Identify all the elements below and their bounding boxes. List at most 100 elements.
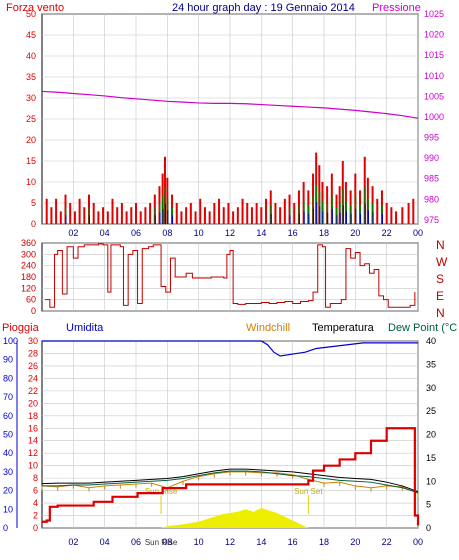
rain-y-tick-label: 20 [28,398,38,408]
wind-bar [144,207,147,224]
humidity-y-tick-label: 80 [3,373,13,383]
wind-bar [55,198,58,224]
pressure-line [41,90,419,119]
humidity-y-tick-label: 30 [3,467,13,477]
windchill-series-label: Windchill [246,322,290,334]
climate-x-tick-label: 12 [225,537,235,547]
climate-x-tick-label: 06 [131,537,141,547]
wind-bar [199,198,202,224]
wind-min-bar [159,212,161,224]
temp-y-tick-label: 30 [426,383,436,393]
wind-y-tick-label: 40 [26,51,36,61]
pressure-y-tick-label: 990 [424,153,439,163]
temp-y-tick-label: 35 [426,359,436,369]
direction-y-tick-label: 240 [21,261,36,271]
wind-bar [149,203,152,224]
sun-event-label: Sun Set [294,487,323,496]
pressure-y-tick-label: 1015 [424,50,444,60]
wind-bar [250,207,253,224]
wind-min-bar [345,211,347,224]
rain-y-tick-label: 10 [28,461,38,471]
humidity-y-tick-label: 60 [3,411,13,421]
wind-bar [69,203,72,224]
wind-bar [189,203,192,224]
climate-panel-marks: 0246810121416182022242628300102030405060… [3,336,436,547]
wind-bar [213,203,216,224]
wind-bar [407,203,410,224]
wind-y-tick-label: 0 [31,219,36,229]
wind-y-tick-label: 10 [26,177,36,187]
pressure-series-label: Pressione [372,2,421,14]
pressure-y-tick-label: 1025 [424,9,444,19]
wind-bar [59,211,62,224]
compass-label: S [436,272,444,286]
wind-bar [111,198,114,224]
temp-y-tick-label: 5 [426,500,431,510]
wind-y-tick-label: 25 [26,114,36,124]
wind-bar [265,198,268,224]
wind-min-bar [364,203,366,224]
wind-bar [97,211,100,224]
wind-bar [130,207,133,224]
rain-y-tick-label: 6 [33,486,38,496]
wind-min-bar [89,215,90,224]
pressure-y-tick-label: 1010 [424,71,444,81]
wind-x-tick-label: 14 [256,228,266,238]
wind-x-tick-label: 08 [162,228,172,238]
climate-x-tick-label: 22 [382,537,392,547]
rain-y-tick-label: 22 [28,386,38,396]
wind-x-tick-label: 02 [68,228,78,238]
humidity-y-tick-label: 90 [3,355,13,365]
wind-min-bar [360,213,362,224]
temp-y-tick-label: 0 [426,523,431,533]
wind-bar [194,211,197,224]
wind-y-tick-label: 30 [26,93,36,103]
humidity-y-tick-label: 70 [3,392,13,402]
temp-y-tick-label: 15 [426,453,436,463]
wind-bar [218,198,221,224]
pressure-y-tick-label: 995 [424,133,439,143]
wind-y-tick-label: 5 [31,198,36,208]
direction-y-tick-label: 0 [31,306,36,316]
rain-y-tick-label: 2 [33,511,38,521]
wind-bar [175,203,178,224]
wind-panel-grid [42,13,419,225]
rain-y-tick-label: 12 [28,448,38,458]
wind-min-bar [367,210,369,224]
humidity-y-tick-label: 40 [3,448,13,458]
wind-min-bar [372,212,374,224]
wind-x-tick-label: 04 [100,228,110,238]
direction-y-tick-label: 120 [21,283,36,293]
wind-bar [241,198,244,224]
wind-min-bar [331,208,333,224]
rain-y-tick-label: 4 [33,498,38,508]
compass-label: N [436,306,445,320]
wind-bar [102,207,105,224]
humidity-y-tick-label: 10 [3,504,13,514]
pressure-y-tick-label: 1000 [424,112,444,122]
wind-bar [83,207,86,224]
wind-bar [260,207,263,224]
wind-x-tick-label: 12 [225,228,235,238]
wind-bar [222,207,225,224]
wind-bar [180,211,183,224]
wind-min-bar [270,213,272,224]
rain-series-label: Pioggia [2,322,40,334]
wind-x-tick-label: 10 [194,228,204,238]
wind-min-bar [342,205,344,224]
temp-y-tick-label: 10 [426,476,436,486]
wind-bar [45,198,48,224]
wind-min-bar [162,208,164,224]
climate-x-tick-label: 02 [68,537,78,547]
wind-bar [120,203,123,224]
wind-min-bar [327,212,329,224]
direction-y-tick-label: 300 [21,249,36,259]
temp-y-tick-label: 25 [426,406,436,416]
rain-y-tick-label: 14 [28,436,38,446]
climate-x-tick-label: 20 [350,537,360,547]
dewpoint-line [42,470,419,493]
rain-line [42,427,420,526]
